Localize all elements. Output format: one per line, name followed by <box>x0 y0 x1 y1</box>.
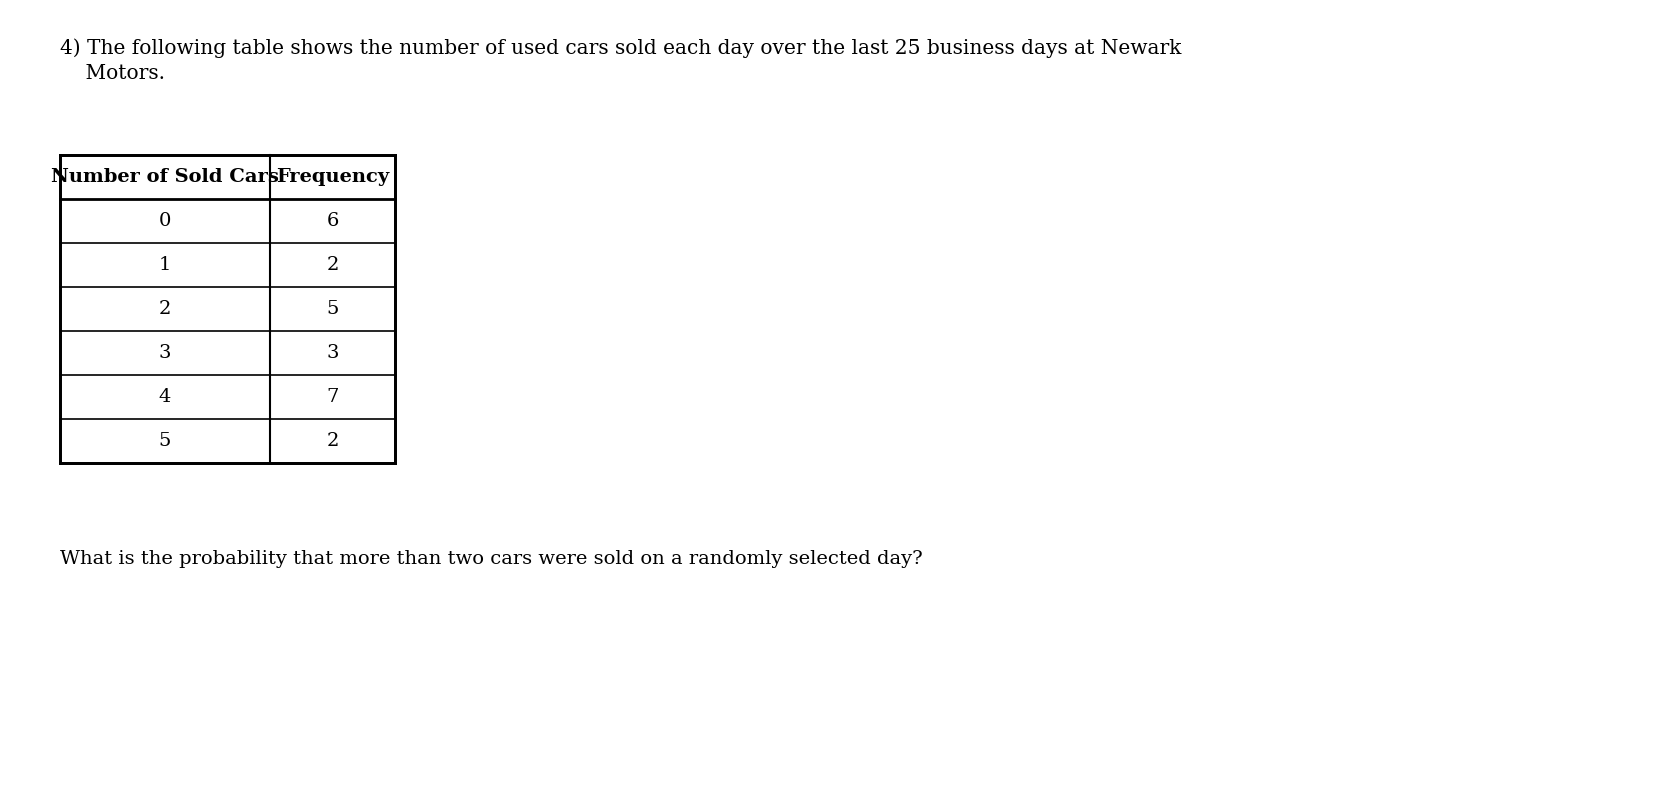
Text: 2: 2 <box>326 256 339 274</box>
Text: 2: 2 <box>326 432 339 450</box>
Text: 3: 3 <box>158 344 171 362</box>
Text: 6: 6 <box>326 212 339 230</box>
Text: Motors.: Motors. <box>60 64 165 83</box>
Text: Frequency: Frequency <box>276 168 389 186</box>
Text: 3: 3 <box>326 344 339 362</box>
Text: 2: 2 <box>158 300 171 318</box>
Text: What is the probability that more than two cars were sold on a randomly selected: What is the probability that more than t… <box>60 550 924 568</box>
Text: 0: 0 <box>158 212 171 230</box>
Text: Number of Sold Cars: Number of Sold Cars <box>52 168 280 186</box>
Text: 5: 5 <box>158 432 171 450</box>
Text: 7: 7 <box>326 388 339 406</box>
Text: 5: 5 <box>326 300 339 318</box>
Bar <box>60 155 394 463</box>
Text: 1: 1 <box>158 256 171 274</box>
Text: 4: 4 <box>158 388 171 406</box>
Text: 4) The following table shows the number of used cars sold each day over the last: 4) The following table shows the number … <box>60 38 1181 57</box>
